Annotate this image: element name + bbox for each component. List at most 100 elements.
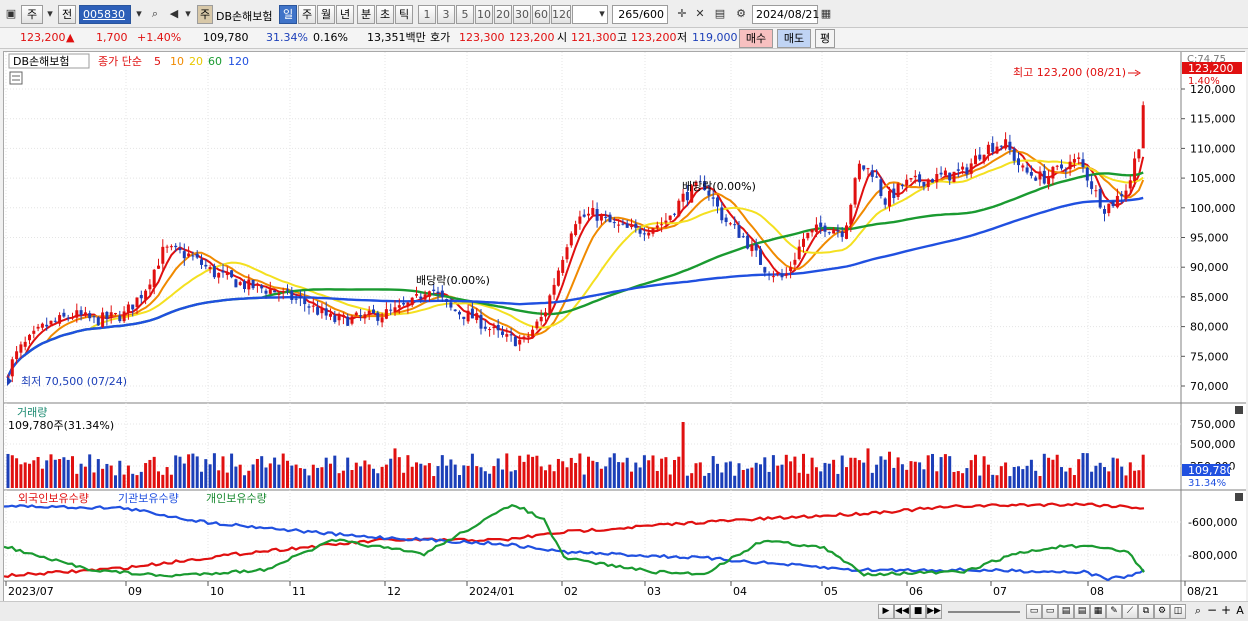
candle-body bbox=[58, 315, 62, 324]
interval-30-button[interactable]: 30 bbox=[513, 5, 531, 24]
volume-bar bbox=[449, 459, 453, 488]
period-second-button[interactable]: 초 bbox=[376, 5, 394, 24]
candle-body bbox=[561, 259, 565, 273]
auto-scale-button[interactable]: A bbox=[1236, 604, 1244, 617]
buy-button[interactable]: 매수 bbox=[739, 29, 773, 48]
candle-body bbox=[1060, 164, 1063, 169]
volume-bar bbox=[711, 456, 715, 488]
candle-body bbox=[359, 315, 363, 317]
date-input[interactable]: 2024/08/21 bbox=[752, 5, 819, 24]
settings-icon[interactable]: ⚙ bbox=[736, 7, 746, 20]
market-select[interactable]: 주 bbox=[21, 5, 43, 24]
period-tick-button[interactable]: 틱 bbox=[395, 5, 413, 24]
period-month-button[interactable]: 월 bbox=[317, 5, 335, 24]
speaker-icon[interactable]: ◀ bbox=[169, 7, 179, 20]
volume-close-icon[interactable] bbox=[1235, 406, 1243, 414]
volume-bar bbox=[440, 455, 444, 488]
save-icon[interactable]: ▤ bbox=[714, 7, 726, 20]
indicator-table-icon[interactable] bbox=[9, 71, 23, 85]
calendar-icon[interactable]: ▦ bbox=[820, 7, 832, 20]
prev-button[interactable]: 전 bbox=[58, 5, 76, 24]
volume-bar bbox=[423, 465, 427, 488]
volume-bar bbox=[165, 467, 169, 488]
volume-bar bbox=[991, 474, 995, 488]
interval-custom-input[interactable] bbox=[572, 5, 608, 24]
price-axis-label: 75,000 bbox=[1190, 350, 1229, 363]
layers-icon[interactable]: ◫ bbox=[1170, 604, 1186, 619]
chart-area[interactable]: 120,000 115,000 110,000 105,000 100,000 95,00… bbox=[3, 51, 1246, 602]
candle-body bbox=[92, 316, 96, 318]
ruler-icon[interactable]: ⟋ bbox=[1122, 604, 1138, 619]
candle-body bbox=[264, 290, 268, 294]
sell-button[interactable]: 매도 bbox=[777, 29, 811, 48]
candle-body bbox=[75, 310, 79, 318]
candle-body bbox=[565, 247, 569, 260]
period-minute-button[interactable]: 분 bbox=[357, 5, 375, 24]
draw-tool-icon[interactable]: ✎ bbox=[1106, 604, 1122, 619]
code-input[interactable]: 005830 bbox=[79, 5, 131, 24]
code-dropdown-icon[interactable]: ▾ bbox=[136, 7, 142, 20]
period-week-button[interactable]: 주 bbox=[298, 5, 316, 24]
speaker-dropdown-icon[interactable]: ▾ bbox=[185, 7, 191, 20]
forward-button[interactable]: ▶▶ bbox=[926, 604, 942, 619]
volume-bar bbox=[1094, 465, 1098, 488]
volume-bar bbox=[780, 464, 784, 488]
volume-bar bbox=[483, 471, 487, 488]
scroll-slider-track[interactable] bbox=[948, 611, 1020, 613]
layout-icon-5[interactable]: ▦ bbox=[1090, 604, 1106, 619]
window-menu-icon[interactable]: ▣ bbox=[5, 7, 17, 20]
foreign-holdings-line bbox=[3, 502, 1145, 579]
interval-5-button[interactable]: 5 bbox=[456, 5, 474, 24]
volume-axis-label: 750,000 bbox=[1190, 418, 1236, 431]
volume-bar bbox=[642, 455, 646, 488]
count-input[interactable]: 265/600 bbox=[612, 5, 668, 24]
candle-body bbox=[208, 267, 212, 270]
holdings-close-icon[interactable] bbox=[1235, 493, 1243, 501]
interval-1-button[interactable]: 1 bbox=[418, 5, 436, 24]
volume-bar bbox=[191, 453, 195, 488]
interval-120-button[interactable]: 120 bbox=[551, 5, 571, 24]
rewind-button[interactable]: ◀◀ bbox=[894, 604, 910, 619]
period-year-button[interactable]: 년 bbox=[336, 5, 354, 24]
candle-body bbox=[445, 299, 449, 302]
interval-10-button[interactable]: 10 bbox=[475, 5, 493, 24]
interval-3-button[interactable]: 3 bbox=[437, 5, 455, 24]
candle-body bbox=[982, 154, 986, 161]
period-day-button[interactable]: 일 bbox=[279, 5, 297, 24]
interval-60-button[interactable]: 60 bbox=[532, 5, 550, 24]
zoom-icon[interactable]: ⌕ bbox=[1194, 604, 1202, 617]
volume-bar bbox=[1124, 475, 1128, 488]
candle-body bbox=[840, 231, 844, 237]
interval-dropdown-icon[interactable]: ▾ bbox=[599, 7, 605, 20]
gear-tool-icon[interactable]: ⚙ bbox=[1154, 604, 1170, 619]
search-icon[interactable]: ⌕ bbox=[151, 7, 159, 20]
ask-label: 호가 bbox=[430, 31, 451, 44]
high-label: 고 bbox=[617, 31, 628, 44]
volume-bar bbox=[402, 472, 406, 488]
candle-body bbox=[789, 267, 793, 272]
volume-bar bbox=[174, 455, 178, 488]
candle-body bbox=[991, 143, 995, 152]
candle-body bbox=[79, 310, 83, 316]
copy-icon[interactable]: ⧉ bbox=[1138, 604, 1154, 619]
layout-icon-2[interactable]: ▭ bbox=[1042, 604, 1058, 619]
candle-body bbox=[1004, 139, 1008, 149]
volume-bar bbox=[604, 466, 608, 488]
volume-bar bbox=[763, 457, 767, 488]
market-dropdown-icon[interactable]: ▾ bbox=[47, 7, 53, 20]
volume-bar bbox=[393, 448, 397, 488]
stop-button[interactable]: ■ bbox=[910, 604, 926, 619]
eval-button[interactable]: 평 bbox=[815, 29, 835, 48]
tool-icon[interactable]: ✕ bbox=[695, 7, 705, 20]
crosshair-icon[interactable]: ✛ bbox=[677, 7, 687, 20]
interval-20-button[interactable]: 20 bbox=[494, 5, 512, 24]
layout-icon-3[interactable]: ▤ bbox=[1058, 604, 1074, 619]
layout-icon-4[interactable]: ▤ bbox=[1074, 604, 1090, 619]
candle-body bbox=[333, 315, 337, 322]
layout-icon-1[interactable]: ▭ bbox=[1026, 604, 1042, 619]
zoom-out-icon[interactable]: − bbox=[1206, 603, 1218, 617]
candle-body bbox=[961, 166, 965, 170]
scroll-right-button[interactable]: ▶ bbox=[878, 604, 894, 619]
candle-body bbox=[389, 309, 393, 311]
zoom-in-icon[interactable]: + bbox=[1220, 603, 1232, 617]
